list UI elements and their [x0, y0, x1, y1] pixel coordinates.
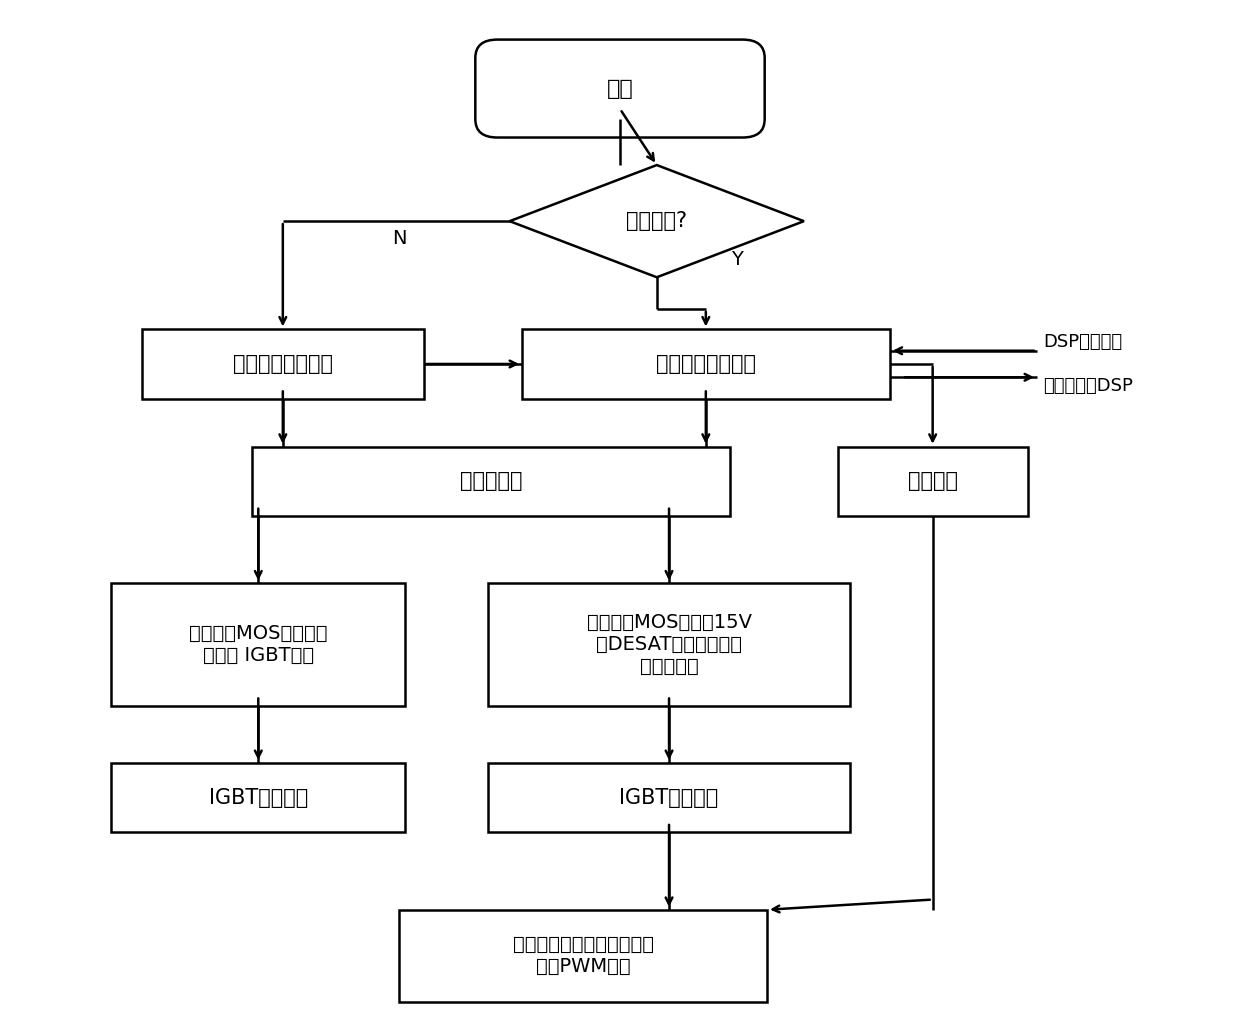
Bar — [489, 763, 849, 832]
FancyBboxPatch shape — [475, 39, 765, 138]
Text: 故障发生?: 故障发生? — [626, 211, 687, 232]
Text: 驱动副边MOS导通，15V
给DESAT引脚充电触发
软关断保护: 驱动副边MOS导通，15V 给DESAT引脚充电触发 软关断保护 — [587, 613, 751, 676]
Text: 开始: 开始 — [606, 79, 634, 98]
Text: 锁存器输出高电平: 锁存器输出高电平 — [656, 354, 756, 374]
Text: DSP锁存复位: DSP锁存复位 — [1043, 333, 1122, 351]
Bar — [112, 763, 405, 832]
Text: 故障信号到DSP: 故障信号到DSP — [1043, 377, 1133, 395]
Text: 驱动副边MOS关断，实
行正常 IGBT控制: 驱动副边MOS关断，实 行正常 IGBT控制 — [188, 624, 327, 665]
Bar — [399, 910, 768, 1002]
Bar — [838, 447, 1028, 516]
Text: Y: Y — [730, 250, 743, 270]
Bar — [112, 583, 405, 706]
Text: 电平转换芯片使能端置高电
平，PWM关闭: 电平转换芯片使能端置高电 平，PWM关闭 — [512, 935, 653, 976]
Text: 数字隔离器: 数字隔离器 — [460, 472, 522, 491]
Polygon shape — [510, 165, 804, 277]
Text: N: N — [392, 229, 407, 248]
Text: 锁存器输出低电平: 锁存器输出低电平 — [233, 354, 332, 374]
Text: IGBT关断变缓: IGBT关断变缓 — [620, 788, 719, 808]
Bar — [522, 329, 890, 399]
Bar — [141, 329, 424, 399]
Bar — [252, 447, 730, 516]
Bar — [489, 583, 849, 706]
Text: 延时控制: 延时控制 — [908, 472, 957, 491]
Text: IGBT正常关断: IGBT正常关断 — [208, 788, 308, 808]
